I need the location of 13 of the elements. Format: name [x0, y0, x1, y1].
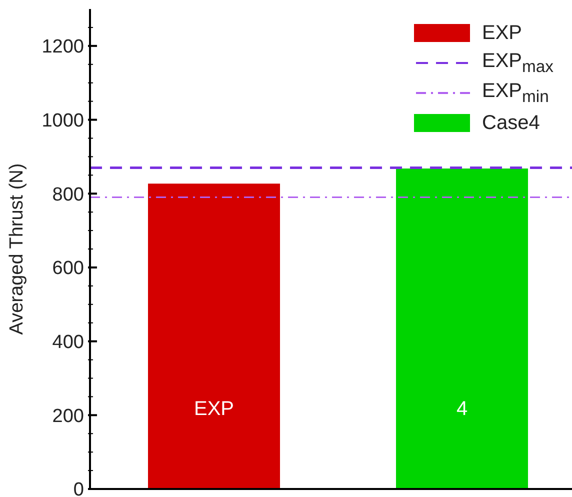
- y-tick-label: 200: [52, 406, 84, 427]
- legend-label: Case4: [482, 112, 540, 134]
- y-tick-label: 1000: [42, 110, 84, 132]
- y-tick-label: 0: [73, 480, 84, 497]
- legend-label: EXP$_{min}$: [482, 80, 549, 106]
- y-tick-label: 800: [52, 184, 84, 206]
- legend-label: EXP: [482, 22, 522, 44]
- y-axis-title: Averaged Thrust (N): [6, 163, 28, 335]
- legend-label: EXP$_{max}$: [482, 50, 554, 76]
- x-tick-label: 4: [456, 398, 468, 420]
- y-tick-label: 1200: [42, 36, 84, 58]
- y-tick-label: 600: [52, 258, 84, 280]
- y-tick-label: 400: [52, 332, 84, 353]
